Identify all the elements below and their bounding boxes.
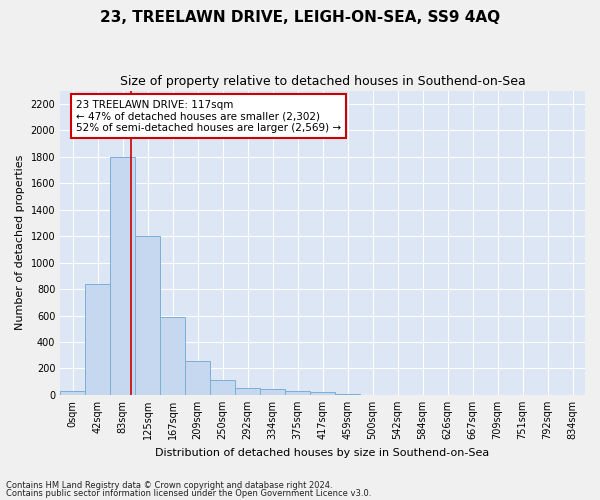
Bar — [185, 360, 210, 395]
X-axis label: Distribution of detached houses by size in Southend-on-Sea: Distribution of detached houses by size … — [155, 448, 490, 458]
Text: Contains HM Land Registry data © Crown copyright and database right 2024.: Contains HM Land Registry data © Crown c… — [6, 481, 332, 490]
Bar — [210, 380, 235, 395]
Title: Size of property relative to detached houses in Southend-on-Sea: Size of property relative to detached ho… — [120, 75, 526, 88]
Bar — [310, 392, 335, 395]
Text: 23, TREELAWN DRIVE, LEIGH-ON-SEA, SS9 4AQ: 23, TREELAWN DRIVE, LEIGH-ON-SEA, SS9 4A… — [100, 10, 500, 25]
Bar — [260, 389, 285, 395]
Bar — [135, 236, 160, 395]
Bar — [160, 317, 185, 395]
Bar — [285, 391, 310, 395]
Bar — [85, 284, 110, 395]
Text: Contains public sector information licensed under the Open Government Licence v3: Contains public sector information licen… — [6, 488, 371, 498]
Bar — [60, 391, 85, 395]
Bar — [110, 156, 135, 395]
Bar — [335, 394, 360, 395]
Y-axis label: Number of detached properties: Number of detached properties — [15, 155, 25, 330]
Text: 23 TREELAWN DRIVE: 117sqm
← 47% of detached houses are smaller (2,302)
52% of se: 23 TREELAWN DRIVE: 117sqm ← 47% of detac… — [76, 100, 341, 133]
Bar — [235, 388, 260, 395]
